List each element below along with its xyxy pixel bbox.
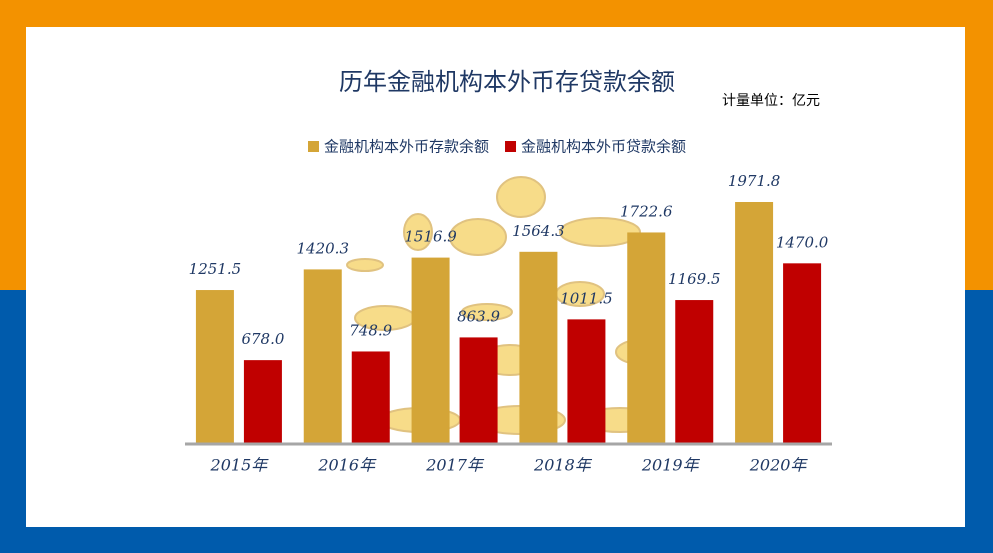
x-tick-label: 2018年	[533, 456, 593, 475]
value-label: 1169.5	[668, 270, 721, 288]
bar	[627, 232, 666, 443]
bar	[303, 269, 342, 443]
bar	[783, 263, 822, 443]
value-label: 1251.5	[189, 260, 242, 278]
bar	[243, 360, 282, 443]
bar	[567, 319, 606, 443]
x-tick-label: 2020年	[749, 456, 809, 475]
bar	[459, 337, 498, 443]
value-label: 1564.3	[512, 222, 565, 240]
value-label: 1722.6	[620, 202, 673, 220]
x-tick-label: 2016年	[317, 456, 377, 475]
bar	[351, 351, 390, 443]
bar	[519, 251, 558, 443]
legend-label: 金融机构本外币存款余额	[324, 138, 489, 156]
value-label: 678.0	[241, 330, 284, 348]
legend-swatch	[505, 141, 517, 152]
bar	[675, 300, 714, 443]
x-tick-label: 2017年	[425, 456, 485, 475]
value-label: 1011.5	[560, 289, 613, 307]
value-label: 863.9	[457, 307, 500, 325]
legend-swatch	[308, 141, 319, 152]
bar	[735, 202, 774, 443]
panel	[26, 27, 965, 527]
value-label: 748.9	[349, 321, 392, 339]
value-label: 1971.8	[728, 172, 781, 190]
legend-label: 金融机构本外币贷款余额	[521, 138, 686, 156]
value-label: 1420.3	[297, 239, 350, 257]
bar	[195, 290, 234, 443]
chart-title: 历年金融机构本外币存贷款余额	[339, 68, 675, 96]
value-label: 1516.9	[404, 228, 457, 246]
x-tick-label: 2015年	[210, 456, 270, 475]
unit-note: 计量单位：亿元	[722, 93, 820, 109]
bar	[411, 257, 450, 443]
x-tick-label: 2019年	[641, 456, 701, 475]
value-label: 1470.0	[776, 233, 829, 251]
